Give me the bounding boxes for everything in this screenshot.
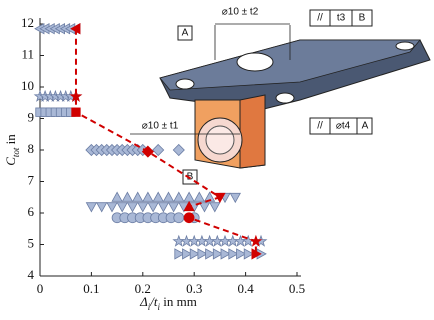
annotation: // bbox=[317, 121, 323, 132]
data-point bbox=[137, 202, 149, 213]
data-point bbox=[173, 191, 185, 202]
data-point bbox=[251, 248, 262, 260]
data-point bbox=[205, 248, 216, 260]
data-point bbox=[121, 191, 134, 202]
data-point bbox=[126, 202, 139, 213]
data-point bbox=[173, 212, 185, 224]
data-point bbox=[141, 145, 154, 158]
x-tick-label: 0.3 bbox=[186, 281, 202, 296]
x-axis-label: Δi/ti in mm bbox=[139, 294, 197, 312]
y-axis-label: Ctot in bbox=[3, 134, 21, 166]
y-axis-label-part: in bbox=[3, 134, 18, 148]
annotation: ⌀10 ± t2 bbox=[222, 7, 259, 18]
x-tick-label: 0.4 bbox=[237, 281, 254, 296]
x-axis-label-part: i bbox=[158, 302, 161, 312]
data-point bbox=[209, 202, 221, 213]
data-point bbox=[71, 107, 81, 117]
x-tick-label: 0.2 bbox=[135, 281, 151, 296]
data-point bbox=[111, 191, 123, 202]
data-point bbox=[189, 248, 201, 260]
x-tick-label: 0 bbox=[37, 281, 44, 296]
y-tick-label: 11 bbox=[21, 46, 34, 61]
annotation: B bbox=[359, 13, 366, 24]
data-point bbox=[214, 192, 226, 204]
data-point bbox=[142, 191, 154, 202]
data-point bbox=[96, 202, 108, 213]
data-point bbox=[197, 248, 208, 260]
y-tick-label: 10 bbox=[21, 78, 34, 93]
data-point bbox=[152, 191, 164, 202]
annotation: A bbox=[182, 28, 189, 39]
data-point bbox=[228, 248, 239, 260]
data-point bbox=[106, 202, 118, 213]
data-point bbox=[183, 191, 195, 202]
data-point bbox=[212, 248, 224, 260]
data-point bbox=[193, 191, 205, 202]
y-axis-label-part: tot bbox=[11, 147, 21, 157]
x-axis-label-part: t bbox=[154, 294, 158, 309]
data-point bbox=[132, 191, 144, 202]
annotation: B bbox=[187, 172, 194, 183]
data-point bbox=[183, 212, 195, 224]
data-point bbox=[152, 143, 165, 157]
data-point bbox=[70, 23, 81, 35]
data-point bbox=[69, 89, 83, 102]
data-point bbox=[85, 202, 98, 213]
data-point bbox=[183, 200, 195, 212]
annotation: t3 bbox=[337, 13, 346, 24]
y-tick-label: 7 bbox=[28, 172, 35, 187]
data-point bbox=[172, 143, 185, 157]
data-point bbox=[198, 202, 211, 213]
annotation: // bbox=[317, 13, 323, 24]
data-point bbox=[162, 191, 175, 202]
y-tick-label: 5 bbox=[28, 235, 35, 250]
y-tick-label: 4 bbox=[28, 267, 35, 282]
data-point bbox=[116, 202, 128, 213]
data-point bbox=[229, 192, 241, 204]
y-tick-label: 9 bbox=[28, 109, 35, 124]
data-point bbox=[220, 248, 231, 260]
x-axis-label-part: / bbox=[149, 294, 155, 309]
x-tick-label: 0.1 bbox=[83, 281, 99, 296]
data-point bbox=[157, 202, 170, 213]
x-tick-label: 0.5 bbox=[289, 281, 305, 296]
annotation: ⌀10 ± t1 bbox=[142, 121, 179, 132]
y-tick-label: 12 bbox=[21, 15, 34, 30]
data-point bbox=[243, 248, 255, 260]
part-drawing: ⌀10 ± t2 A // t3 B ⌀10 ± t1 // ⌀t4 A B bbox=[130, 7, 431, 185]
data-point bbox=[174, 248, 185, 260]
data-point bbox=[182, 248, 193, 260]
y-tick-label: 8 bbox=[28, 141, 35, 156]
data-point bbox=[236, 248, 247, 260]
data-point bbox=[147, 202, 159, 213]
y-axis-label-part: C bbox=[3, 157, 18, 166]
data-point bbox=[167, 202, 180, 213]
annotation: A bbox=[362, 121, 369, 132]
x-axis-label-part: i bbox=[148, 302, 151, 312]
y-tick-label: 6 bbox=[28, 204, 35, 219]
data-point bbox=[249, 234, 263, 247]
x-axis-label-part: in mm bbox=[160, 294, 197, 309]
x-axis-label-part: Δ bbox=[139, 294, 148, 309]
annotation: ⌀t4 bbox=[336, 121, 351, 132]
